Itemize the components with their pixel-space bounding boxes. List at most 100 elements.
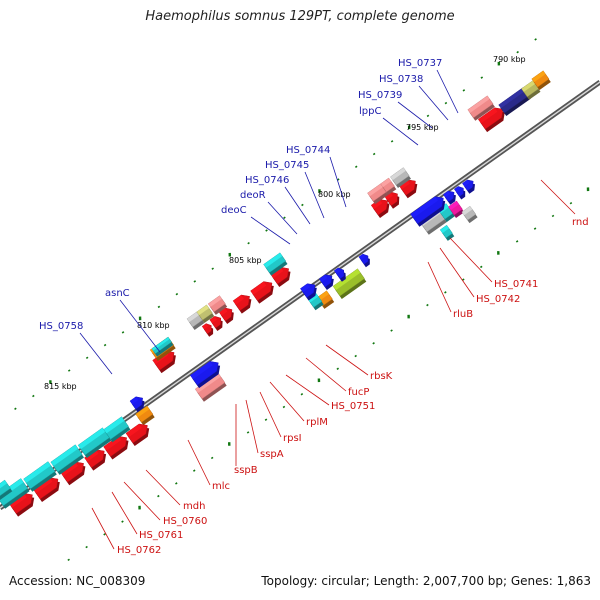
gene-block-highlight [103,416,125,434]
gene-block-highlight [263,252,283,268]
accession-text: Accession: NC_008309 [9,574,146,588]
scale-dot [533,227,537,230]
gene-label-HS_0761: HS_0761 [139,530,183,541]
gene-label-HS_0744: HS_0744 [286,145,330,156]
gene-block-highlight [521,80,536,92]
gene-block-highlight [461,206,473,216]
callout-line [269,381,305,422]
scale-dot [175,292,179,296]
scale-dot [354,165,358,169]
gene-label-rplM: rplM [306,417,328,428]
callout-line [123,481,161,521]
callout-line [119,299,161,353]
callout-line [418,85,449,121]
gene-block-highlight [478,107,498,124]
gene-label-deoC: deoC [221,205,247,216]
gene-block [189,361,219,386]
callout-line [540,179,576,215]
scale-dot [462,89,466,92]
gene-label-HS_0751: HS_0751 [331,401,375,412]
scale-dot [157,494,160,498]
scale-dot [372,342,375,345]
gene-block-highlight [9,493,27,508]
figure-title: Haemophilus somnus 129PT, complete genom… [145,9,455,24]
gene-block [410,196,444,225]
scale-dot [67,369,71,372]
callout-line [259,391,282,438]
callout-line [267,201,298,235]
gene-label-HS_0745: HS_0745 [265,160,309,171]
gene-block-highlight [334,267,341,274]
gene-block-highlight [333,268,361,291]
gene-label-HS_0746: HS_0746 [245,175,289,186]
scale-dot [247,241,250,245]
gene-label-HS_0742: HS_0742 [476,294,520,305]
scale-dot [336,367,340,370]
gene-block-highlight [371,199,383,210]
scale-dot [444,101,448,105]
gene-block-highlight [209,316,217,324]
gene-label-HS_0760: HS_0760 [163,516,207,527]
gene-label-sspA: sspA [260,449,284,460]
gene-block-highlight [531,70,546,83]
label-callouts [79,69,576,550]
topology-text: Topology: circular; Length: 2,007,700 bp… [261,574,591,588]
gene-block-highlight [126,424,142,438]
gene-block [32,477,59,500]
gene-block-highlight [202,323,209,330]
gene-block-highlight [135,406,150,418]
scale-dot [283,216,286,219]
gene-block-highlight [196,304,209,316]
gene-labels-reverse: rnd HS_0741 HS_0742 rluB rbsK fucP HS_07… [117,217,589,556]
callout-line [397,101,433,129]
callout-line [250,216,291,245]
gene-label-HS_0738: HS_0738 [379,74,423,85]
scale-dot [246,431,250,434]
gene-label-rpsI: rpsI [283,433,302,444]
callout-line [427,261,452,313]
callout-line [329,156,347,208]
scale-dot [85,545,88,549]
scale-dot [121,520,124,523]
gene-block-highlight [50,444,79,466]
gene-block-highlight [384,191,393,200]
scale-dot [211,267,214,270]
scale-dot [354,354,357,358]
gene-block-highlight [208,295,222,307]
scale-label-800: 800 kbp [318,190,351,199]
scale-dot [444,291,447,294]
gene-labels-forward: HS_0737 HS_0738 HS_0739 lppC HS_0744 HS_… [39,58,442,332]
gene-block-highlight [0,480,7,489]
scale-dot [210,456,214,460]
scale-label-795: 795 kbp [406,123,439,132]
gene-label-rluB: rluB [453,309,473,320]
gene-label-HS_0741: HS_0741 [494,279,538,290]
gene-features [0,70,551,517]
scale-dots [14,38,590,562]
gene-block-highlight [219,307,228,316]
gene-block-highlight [448,201,459,211]
callout-line [305,357,347,392]
scale-dot [282,405,286,409]
callout-line [325,344,369,376]
gene-block-highlight [308,293,319,303]
scale-dot [175,482,178,485]
gene-block-highlight [233,295,244,305]
gene-block-highlight [23,461,51,483]
scale-dot [264,418,268,421]
scale-dot [569,201,573,205]
scale-dot [479,265,483,269]
gene-block-highlight [187,311,200,323]
scale-dot [534,38,537,41]
scale-dot [157,305,161,309]
callout-line [382,117,419,146]
scale-dot [551,214,555,218]
scale-labels: 790 kbp 795 kbp 800 kbp 805 kbp 810 kbp … [44,55,526,391]
callout-line [284,186,311,225]
callout-line [245,399,259,454]
gene-label-mdh: mdh [183,501,205,512]
scale-dot [103,533,106,536]
scale-dot [193,280,197,283]
gene-label-deoR: deoR [240,190,266,201]
gene-label-fucP: fucP [348,387,369,398]
